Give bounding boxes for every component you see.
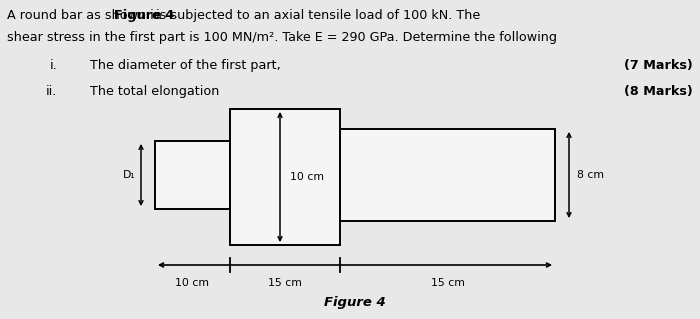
Text: Figure 4: Figure 4 xyxy=(324,296,386,309)
Text: 10 cm: 10 cm xyxy=(290,172,324,182)
Text: ii.: ii. xyxy=(46,85,57,98)
Bar xyxy=(230,109,340,245)
Bar xyxy=(155,141,230,209)
Text: 10 cm: 10 cm xyxy=(176,278,209,288)
Text: (7 Marks): (7 Marks) xyxy=(624,59,693,72)
Text: The total elongation: The total elongation xyxy=(90,85,219,98)
Text: 15 cm: 15 cm xyxy=(268,278,302,288)
Text: D₁: D₁ xyxy=(122,170,135,180)
Text: is subjected to an axial tensile load of 100 kN. The: is subjected to an axial tensile load of… xyxy=(152,9,480,22)
Text: The diameter of the first part,: The diameter of the first part, xyxy=(90,59,281,72)
Text: i.: i. xyxy=(50,59,57,72)
Text: Figure 4: Figure 4 xyxy=(114,9,174,22)
Text: shear stress in the first part is 100 MN/m². Take E = 290 GPa. Determine the fol: shear stress in the first part is 100 MN… xyxy=(7,31,557,44)
Bar xyxy=(340,129,555,221)
Text: 8 cm: 8 cm xyxy=(577,170,604,180)
Text: 15 cm: 15 cm xyxy=(430,278,464,288)
Text: A round bar as shown in: A round bar as shown in xyxy=(7,9,166,22)
Text: (8 Marks): (8 Marks) xyxy=(624,85,693,98)
